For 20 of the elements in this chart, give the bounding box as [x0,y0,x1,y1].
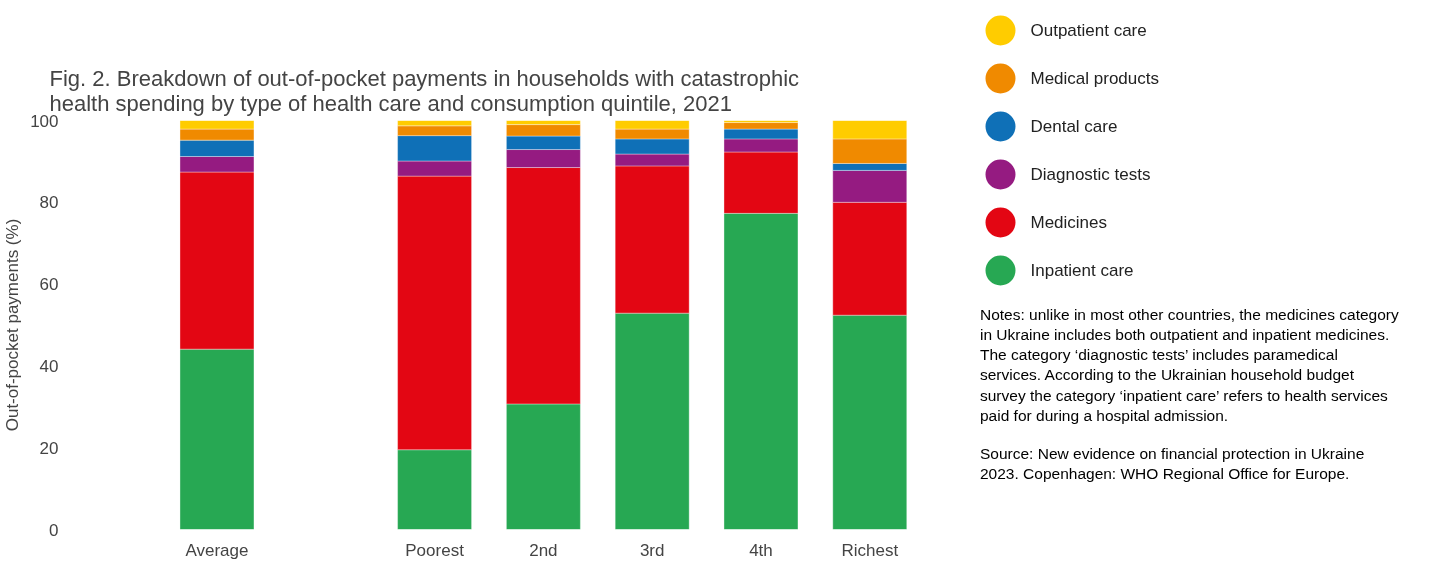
x-tick-label: Poorest [405,540,465,560]
text: Notes: unlike in most other countries, the medicines category in Ukraine includes both outpatient and inpatient medicines. The category ‘diagnostic tests’ includes paramedical services. According to the Ukrainian household budget survey the category ‘inpatient care’ refers to health services paid for during a hospital admission. [980,305,1400,426]
y-axis-title: Out-of-pocket payments (%) [3,218,23,432]
x-tick-label: 2nd [529,540,558,560]
legend-label: Outpatient care [1030,21,1147,40]
legend-label: Diagnostic tests [1030,165,1151,184]
y-tick-label: 40 [39,356,59,376]
y-tick-label: 60 [39,275,59,295]
source-note: Source: New evidence on financial protection in Ukraine 2023. Copenhagen: WHO Regional Office for Europe. [980,443,1366,484]
legend-label: Medicines [1030,213,1108,232]
y-tick-label: 20 [39,438,59,458]
x-tick-label: 4th [749,540,773,560]
x-tick-label: Richest [841,540,899,560]
y-tick-label: 0 [49,520,59,540]
legend-label: Inpatient care [1030,261,1134,280]
x-tick-label: Average [185,540,249,560]
x-tick-label: 3rd [639,540,665,560]
y-tick-label: 80 [39,193,59,213]
legend-label: Dental care [1030,117,1118,136]
legend-label: Medical products [1030,69,1160,88]
